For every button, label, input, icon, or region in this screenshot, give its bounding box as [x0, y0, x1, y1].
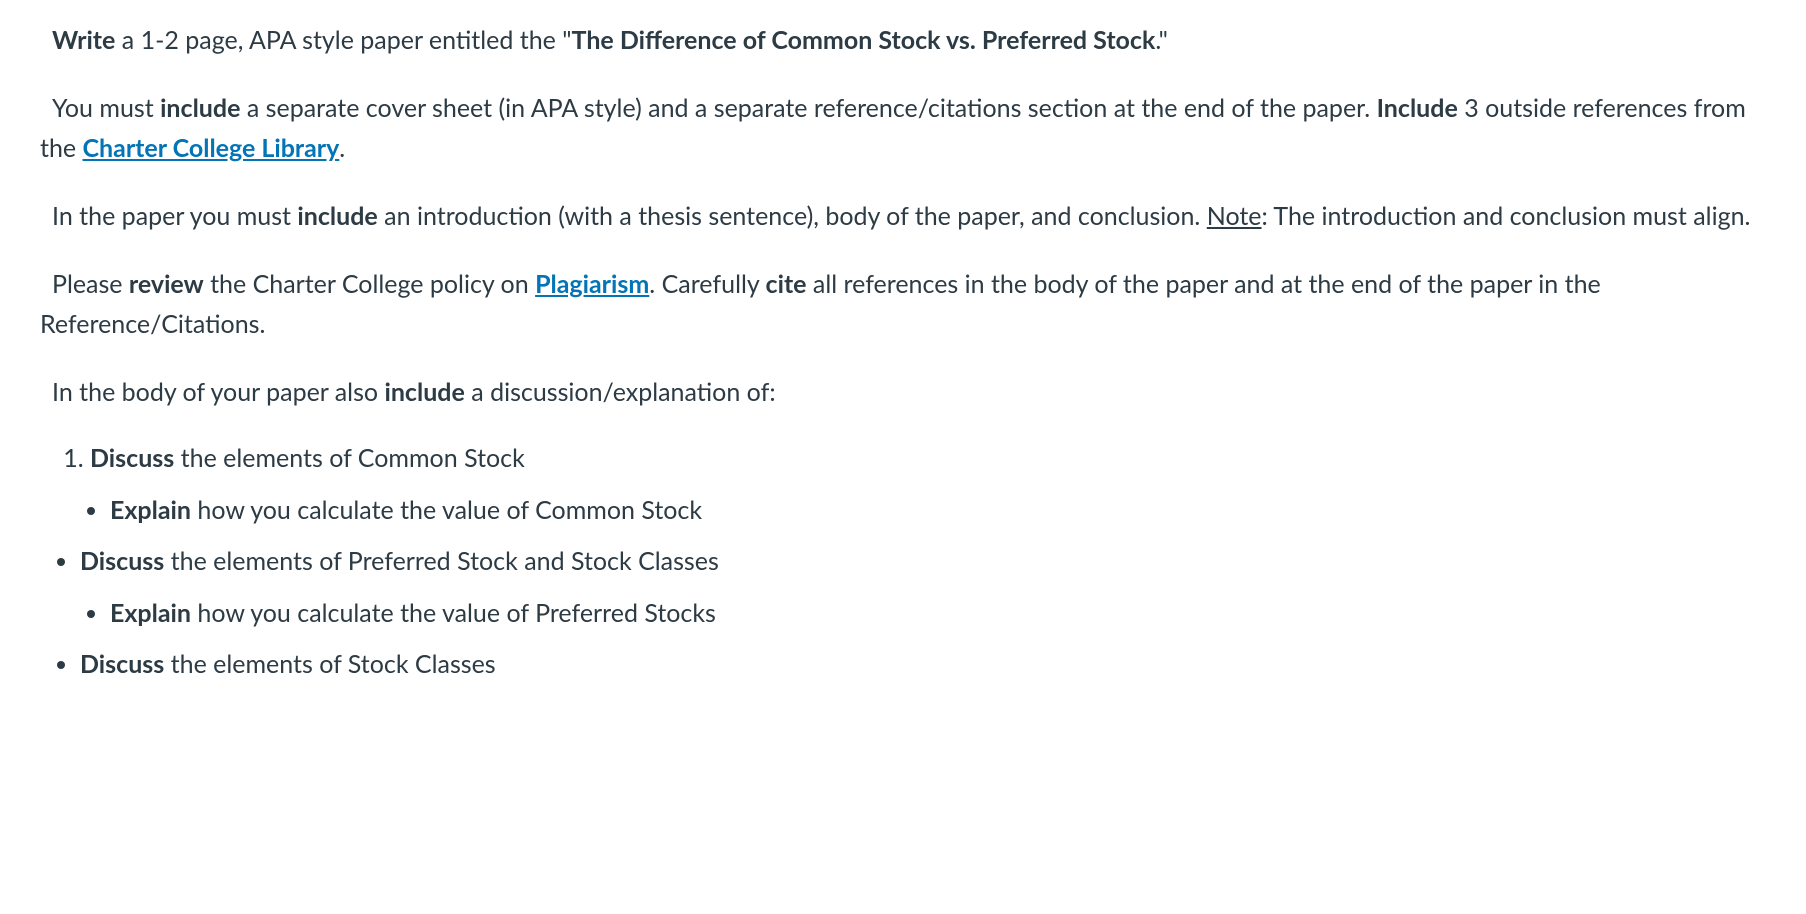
text: the elements of Common Stock: [174, 443, 525, 473]
text: You must: [52, 93, 160, 123]
list-item: Discuss the elements of Stock Classes: [80, 646, 1766, 684]
paragraph-4: Please review the Charter College policy…: [40, 264, 1766, 344]
paragraph-5: In the body of your paper also include a…: [40, 372, 1766, 412]
paragraph-2: You must include a separate cover sheet …: [40, 88, 1766, 168]
text: a separate cover sheet (in APA style) an…: [240, 93, 1376, 123]
bold-text: review: [129, 269, 204, 299]
list-item: Discuss the elements of Common Stock: [90, 440, 1766, 478]
list-item: Discuss the elements of Preferred Stock …: [80, 543, 1766, 581]
text: how you calculate the value of Common St…: [191, 495, 702, 525]
plagiarism-link[interactable]: Plagiarism: [535, 269, 649, 299]
bold-text: include: [384, 377, 464, 407]
text: a discussion/explanation of:: [465, 377, 776, 407]
bold-text: include: [160, 93, 240, 123]
text: .: [339, 133, 345, 163]
list-item: Explain how you calculate the value of C…: [110, 492, 1766, 530]
bullet-list: Discuss the elements of Preferred Stock …: [40, 543, 1766, 581]
bold-text: Discuss: [80, 546, 164, 576]
text: a 1-2 page, APA style paper entitled the…: [115, 25, 571, 55]
text: . Carefully: [649, 269, 765, 299]
text: the Charter College policy on: [204, 269, 535, 299]
paragraph-1: Write a 1-2 page, APA style paper entitl…: [40, 20, 1766, 60]
bold-text: Include: [1377, 93, 1458, 123]
list-item: Explain how you calculate the value of P…: [110, 595, 1766, 633]
text: the elements of Preferred Stock and Stoc…: [164, 546, 719, 576]
bold-text: include: [297, 201, 377, 231]
text: In the paper you must: [52, 201, 297, 231]
text: .": [1155, 25, 1168, 55]
bold-text: Explain: [110, 598, 191, 628]
underline-text: Note: [1207, 201, 1262, 231]
paragraph-3: In the paper you must include an introdu…: [40, 196, 1766, 236]
bullet-list: Explain how you calculate the value of C…: [40, 492, 1766, 530]
ordered-list: Discuss the elements of Common Stock: [40, 440, 1766, 478]
text: an introduction (with a thesis sentence)…: [378, 201, 1207, 231]
bullet-list: Explain how you calculate the value of P…: [40, 595, 1766, 633]
text: : The introduction and conclusion must a…: [1262, 201, 1751, 231]
bold-text: Write: [52, 25, 115, 55]
bold-text: Explain: [110, 495, 191, 525]
bold-text: Discuss: [80, 649, 164, 679]
text: how you calculate the value of Preferred…: [191, 598, 716, 628]
bold-text: Discuss: [90, 443, 174, 473]
text: the elements of Stock Classes: [164, 649, 495, 679]
text: Please: [52, 269, 129, 299]
bold-text: cite: [766, 269, 807, 299]
bullet-list: Discuss the elements of Stock Classes: [40, 646, 1766, 684]
bold-text: The Difference of Common Stock vs. Prefe…: [572, 25, 1156, 55]
text: In the body of your paper also: [52, 377, 384, 407]
library-link[interactable]: Charter College Library: [83, 133, 340, 163]
